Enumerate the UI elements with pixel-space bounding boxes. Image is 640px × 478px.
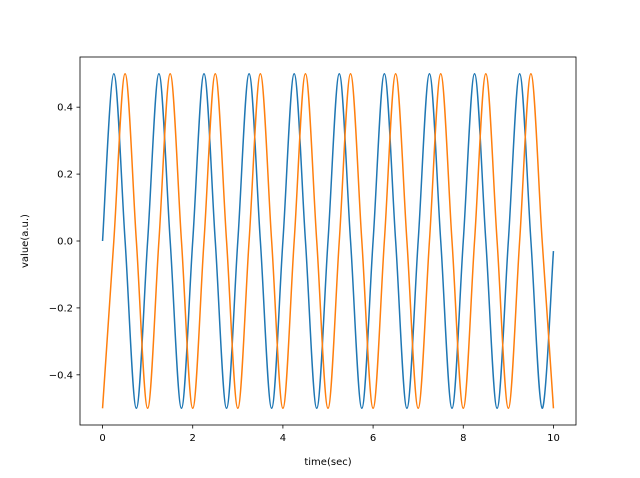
y-axis-ticks: −0.4 −0.2 0.0 0.2 0.4 [49,103,80,381]
x-tick-label: 10 [547,433,560,444]
series-layer [101,72,555,410]
y-axis-label: value(a.u.) [20,214,31,268]
x-tick-label: 4 [280,433,286,444]
x-axis-label: time(sec) [304,457,351,468]
y-tick-label: 0.4 [57,103,73,114]
y-tick-label: −0.2 [49,303,73,314]
x-tick-label: 6 [370,433,376,444]
y-tick-label: 0.2 [57,170,73,181]
series-line-1 [101,72,555,410]
x-axis-ticks: 0 2 4 6 8 10 [99,425,560,444]
x-tick-label: 2 [190,433,196,444]
y-tick-label: −0.4 [49,370,73,381]
series-line-2 [101,72,555,410]
x-tick-label: 8 [460,433,466,444]
x-tick-label: 0 [99,433,105,444]
y-tick-label: 0.0 [57,237,73,248]
